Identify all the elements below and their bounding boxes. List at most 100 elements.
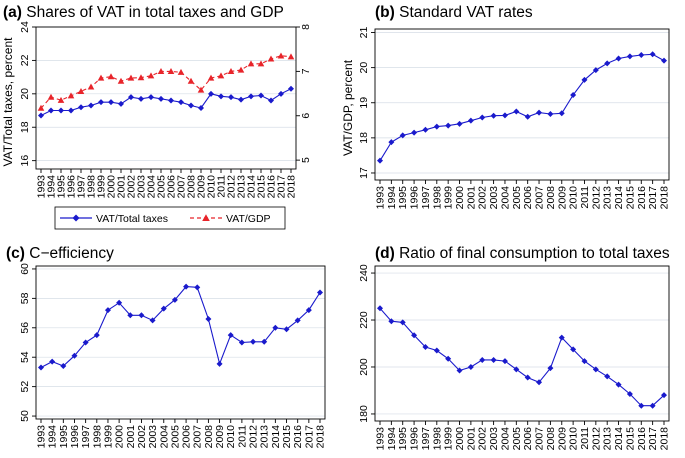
data-point-1996 xyxy=(411,129,418,136)
data-point-1998 xyxy=(87,83,95,90)
x-tick-label: 1997 xyxy=(80,425,92,449)
x-tick-label: 2012 xyxy=(590,427,602,451)
y-tick-label: 50 xyxy=(19,410,31,422)
data-point-2009 xyxy=(558,334,565,341)
y-tick-label: 19 xyxy=(358,97,370,109)
data-point-1998 xyxy=(433,347,440,354)
x-tick-label: 2003 xyxy=(136,175,148,199)
data-point-2002 xyxy=(138,312,145,319)
x-tick-label: 1999 xyxy=(102,425,114,449)
panel-b-title: (b) Standard VAT rates xyxy=(375,4,533,21)
data-point-2016 xyxy=(638,402,645,409)
x-tick-label: 1993 xyxy=(36,175,48,199)
x-tick-label: 2015 xyxy=(624,186,636,210)
x-tick-label: 1999 xyxy=(443,186,455,210)
data-point-2015 xyxy=(258,92,264,99)
x-tick-label: 2004 xyxy=(146,175,158,199)
series-line-standard-vat-rate xyxy=(379,53,665,161)
y2-tick-label: 5 xyxy=(300,157,312,163)
x-tick-label: 1999 xyxy=(443,427,455,451)
x-tick-label: 1993 xyxy=(375,427,387,451)
data-point-2017 xyxy=(649,402,656,409)
data-point-2011 xyxy=(217,72,225,79)
x-tick-label: 2012 xyxy=(248,425,260,449)
x-tick-label: 2009 xyxy=(196,175,208,199)
x-tick-label: 2010 xyxy=(206,175,218,199)
plot-frame xyxy=(374,265,670,422)
data-point-1998 xyxy=(433,123,440,130)
x-tick-label: 2014 xyxy=(613,427,625,451)
data-point-2016 xyxy=(268,97,274,104)
data-point-2002 xyxy=(128,94,134,101)
x-tick-label: 2001 xyxy=(465,186,477,210)
plot-frame xyxy=(35,26,297,170)
x-tick-label: 1995 xyxy=(397,427,409,451)
panel-b-y-axis-label: VAT/GDP, percent xyxy=(341,59,355,156)
x-tick-label: 1999 xyxy=(96,175,108,199)
data-point-1994 xyxy=(388,139,395,146)
data-point-2012 xyxy=(228,94,234,101)
data-point-2010 xyxy=(227,332,234,339)
panel-d-title: (d) Ratio of final consumption to total … xyxy=(375,245,670,262)
x-tick-label: 2004 xyxy=(158,425,170,449)
data-point-2005 xyxy=(513,366,520,373)
data-point-2016 xyxy=(267,55,275,62)
legend-marker-triangle xyxy=(202,214,210,221)
x-tick-label: 2017 xyxy=(647,186,659,210)
x-tick-label: 2018 xyxy=(315,425,327,449)
data-point-1999 xyxy=(445,122,452,129)
series-line-vat-gdp xyxy=(40,55,292,109)
data-point-2018 xyxy=(317,289,323,296)
x-tick-label: 1993 xyxy=(36,425,48,449)
panel-c-title: (c) C−efficiency xyxy=(6,245,114,262)
y-tick-label: 60 xyxy=(19,263,31,275)
y-tick-label: 240 xyxy=(358,264,370,282)
x-tick-label: 2014 xyxy=(613,186,625,210)
x-tick-label: 2018 xyxy=(659,427,671,451)
y-tick-label: 54 xyxy=(19,351,31,363)
data-point-2009 xyxy=(197,86,205,93)
data-point-1993 xyxy=(38,112,44,119)
data-point-1993 xyxy=(377,305,383,312)
data-point-1997 xyxy=(82,339,89,346)
data-point-2003 xyxy=(149,317,156,324)
data-point-2013 xyxy=(238,96,244,103)
data-point-2004 xyxy=(148,94,154,101)
x-tick-label: 2014 xyxy=(246,175,258,199)
data-point-2008 xyxy=(205,315,212,322)
data-point-2004 xyxy=(147,72,155,79)
data-point-2007 xyxy=(536,109,543,116)
data-point-2004 xyxy=(501,358,508,365)
data-point-2012 xyxy=(592,67,599,74)
data-point-2009 xyxy=(198,105,204,112)
data-point-2006 xyxy=(168,97,174,104)
data-point-2008 xyxy=(188,102,194,109)
x-tick-label: 2011 xyxy=(579,186,591,209)
data-point-2004 xyxy=(160,305,167,312)
data-point-2007 xyxy=(194,284,201,291)
data-point-2010 xyxy=(570,92,577,99)
data-point-1996 xyxy=(68,107,74,114)
x-tick-label: 2002 xyxy=(126,175,138,199)
data-point-2000 xyxy=(107,73,115,80)
y-tick-label: 200 xyxy=(358,358,370,376)
data-point-2010 xyxy=(208,90,214,97)
data-point-2014 xyxy=(615,381,622,388)
data-point-2003 xyxy=(138,95,144,102)
data-point-2012 xyxy=(592,366,599,373)
legend-marker-diamond xyxy=(72,214,80,222)
x-tick-label: 2013 xyxy=(602,427,614,451)
data-point-2010 xyxy=(207,74,215,81)
data-point-2006 xyxy=(167,67,175,74)
data-point-1999 xyxy=(98,99,104,106)
x-tick-label: 1995 xyxy=(56,175,68,199)
data-point-2015 xyxy=(283,326,290,333)
x-tick-label: 1997 xyxy=(420,186,432,210)
data-point-1998 xyxy=(88,102,94,109)
x-tick-label: 2011 xyxy=(216,175,228,198)
x-tick-label: 1994 xyxy=(386,427,398,451)
data-point-2016 xyxy=(638,51,645,58)
series-line-final-consumption-total-taxes xyxy=(379,307,665,407)
y-tick-label: 56 xyxy=(19,322,31,334)
